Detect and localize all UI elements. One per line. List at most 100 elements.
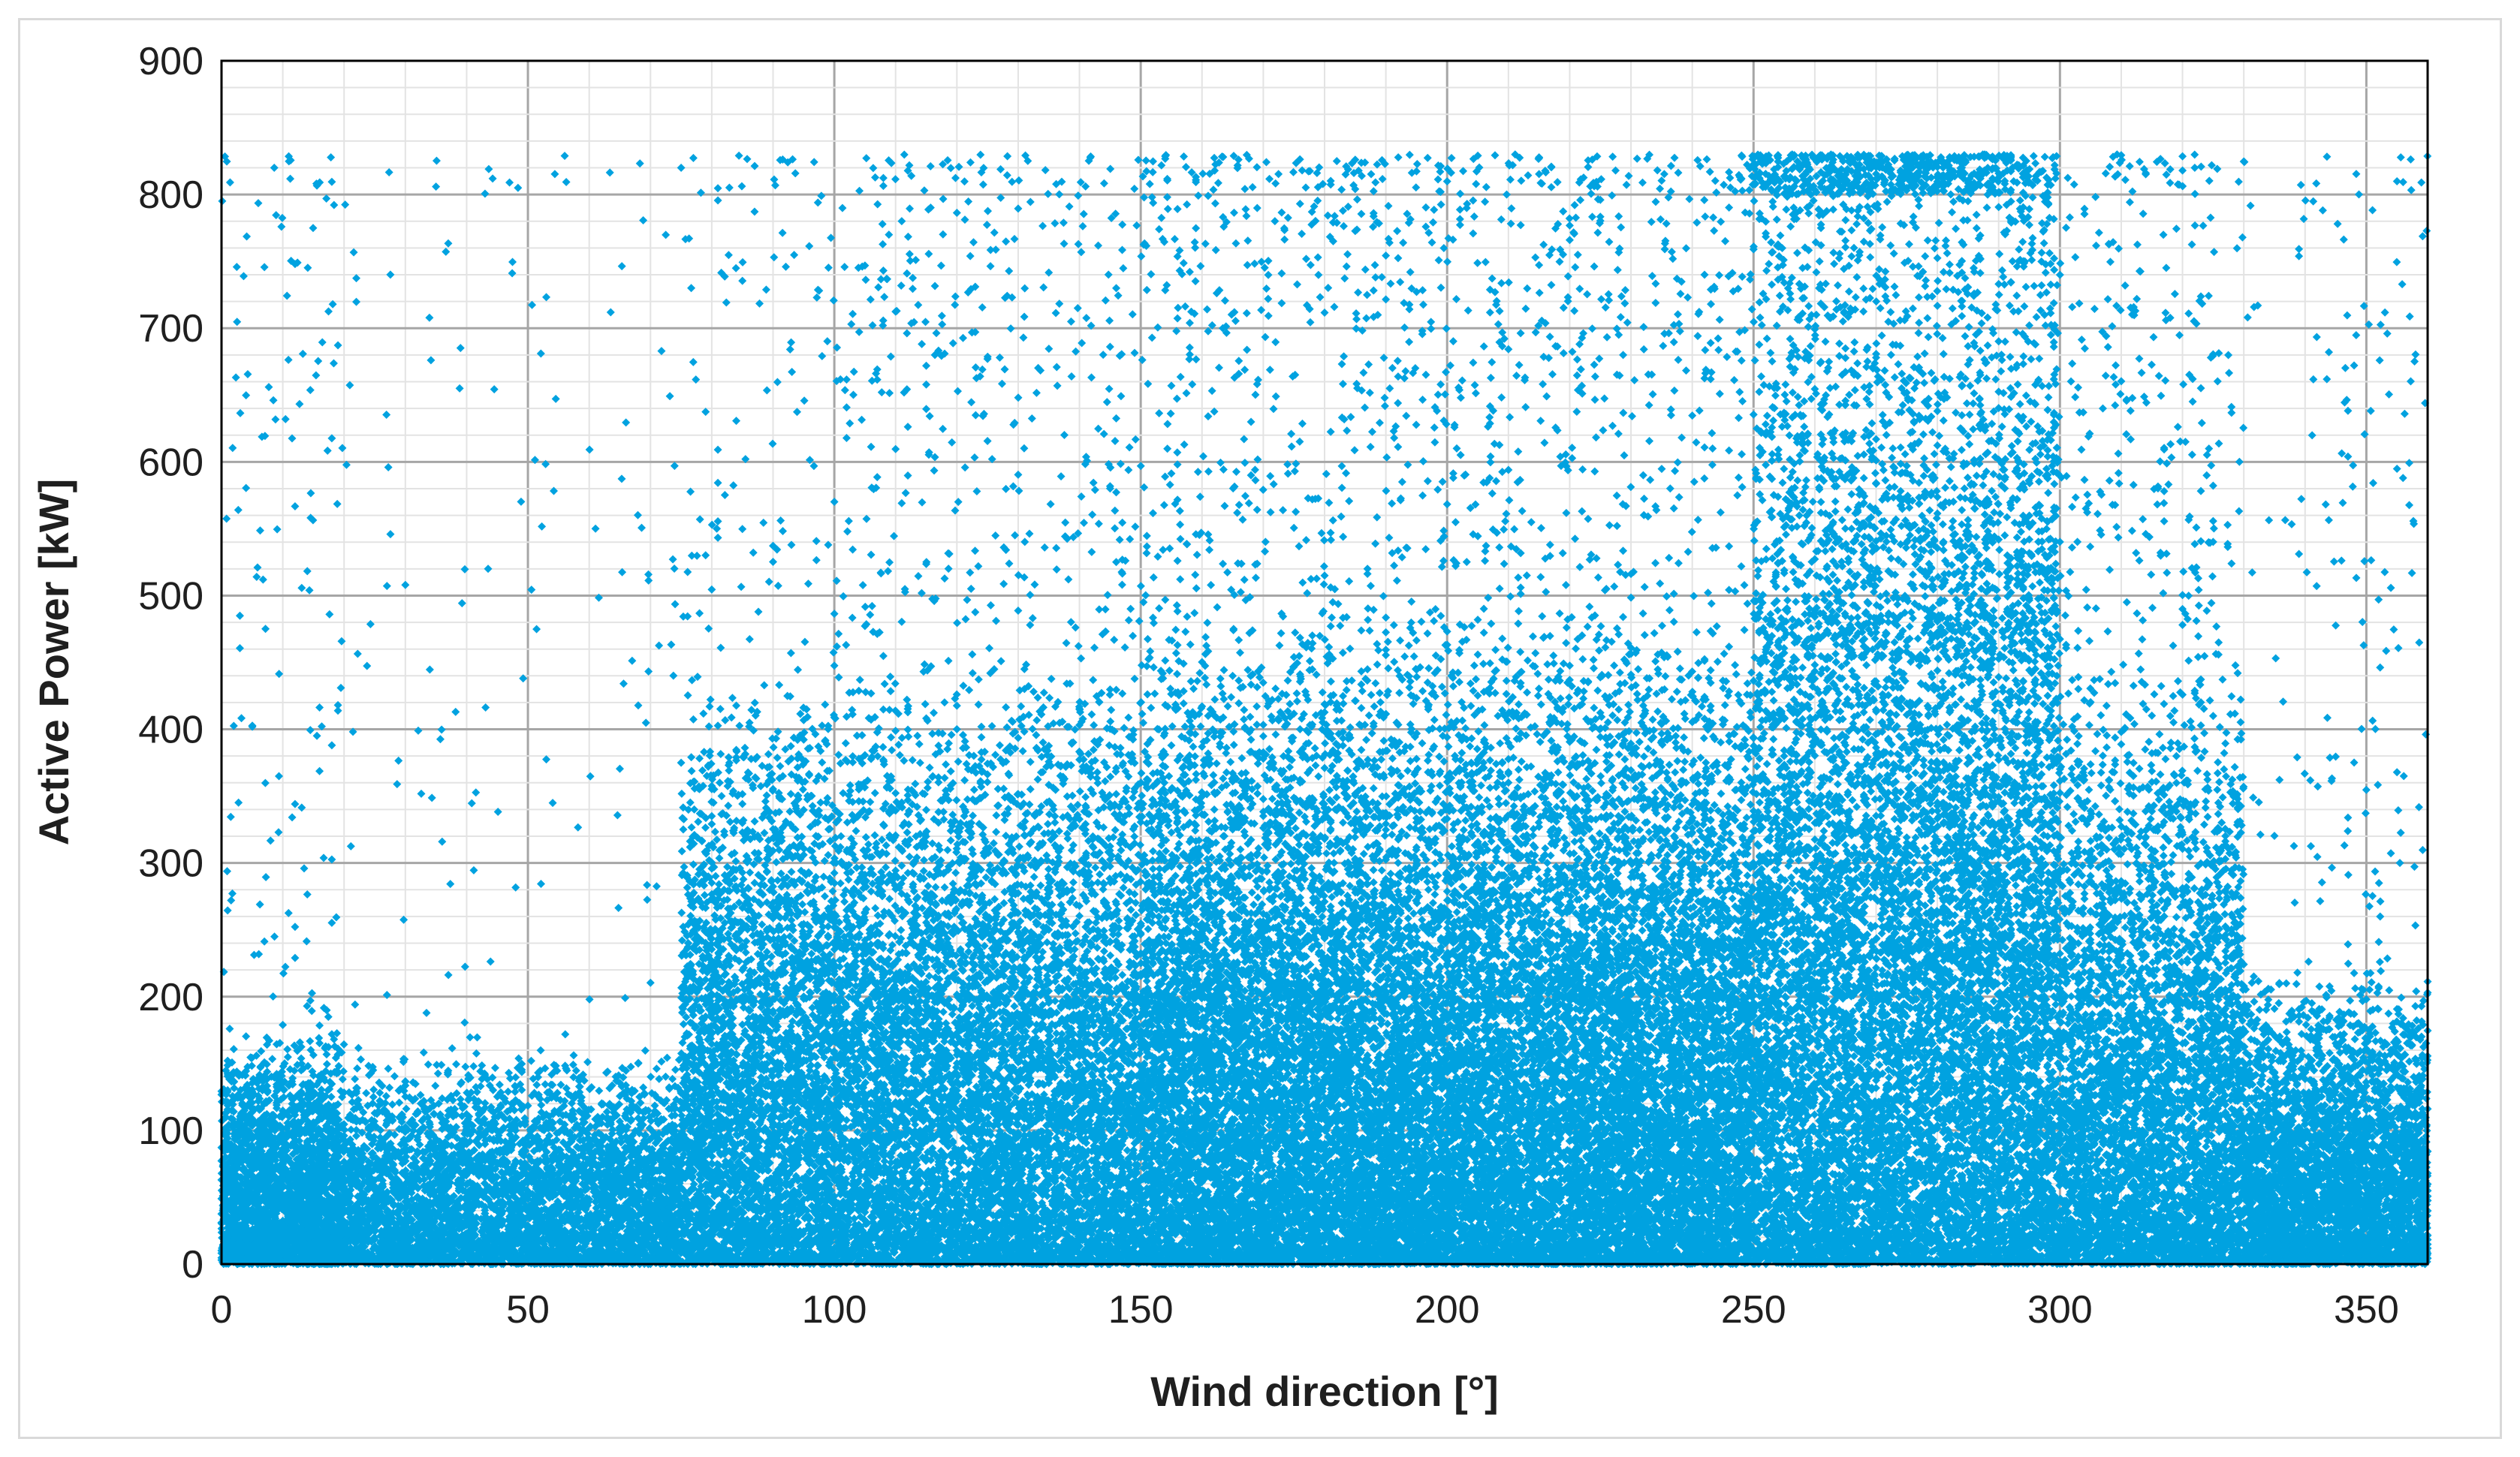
data-point: [1252, 703, 1261, 711]
data-point: [1189, 685, 1198, 693]
data-point: [2213, 786, 2221, 794]
data-point: [886, 673, 894, 681]
data-point: [751, 699, 759, 707]
data-point: [1505, 278, 1513, 287]
data-point: [1362, 314, 1370, 322]
data-point: [1271, 338, 1280, 346]
data-point: [1404, 914, 1412, 923]
data-point: [1934, 441, 1942, 450]
data-point: [738, 525, 746, 533]
data-point: [322, 1050, 330, 1058]
data-point: [1149, 847, 1157, 855]
data-point: [750, 879, 758, 887]
data-point: [2368, 892, 2377, 900]
data-point: [448, 1044, 457, 1052]
data-point: [862, 154, 870, 162]
data-point: [1296, 725, 1304, 733]
data-point: [1782, 585, 1790, 593]
data-point: [2090, 305, 2099, 313]
data-point: [514, 184, 522, 192]
data-point: [951, 507, 959, 515]
data-point: [505, 179, 514, 187]
data-point: [1605, 521, 1614, 529]
data-point: [628, 657, 636, 665]
data-point: [2316, 897, 2324, 905]
data-point: [1277, 269, 1286, 278]
data-point: [1291, 467, 1299, 475]
data-point: [1783, 596, 1792, 604]
data-point: [1714, 346, 1723, 354]
data-point: [315, 767, 324, 775]
data-point: [1259, 732, 1268, 740]
data-point: [647, 1073, 655, 1081]
data-point: [327, 153, 335, 161]
data-point: [1180, 441, 1189, 449]
data-point: [1821, 547, 1829, 555]
data-point: [1150, 663, 1158, 671]
data-point: [233, 263, 241, 271]
data-point: [2097, 769, 2106, 777]
data-point: [799, 785, 807, 793]
data-point: [1438, 563, 1446, 571]
data-point: [1942, 285, 1950, 294]
data-point: [2080, 476, 2088, 484]
data-point: [930, 466, 939, 474]
data-point: [1407, 598, 1415, 606]
data-point: [1593, 745, 1601, 754]
data-point: [1547, 183, 1555, 191]
data-point: [1983, 203, 1991, 212]
data-point: [1191, 570, 1199, 579]
data-point: [1443, 500, 1451, 508]
data-point: [2313, 582, 2321, 590]
data-point: [1444, 700, 1452, 709]
data-point: [1723, 353, 1731, 361]
data-point: [1053, 565, 1061, 573]
data-point: [1835, 352, 1843, 360]
data-point: [1413, 160, 1421, 168]
data-point: [1804, 209, 1813, 218]
data-point: [788, 368, 796, 376]
data-point: [1442, 324, 1451, 333]
data-point: [1515, 700, 1523, 709]
data-point: [812, 556, 821, 564]
data-point: [1181, 628, 1189, 636]
data-point: [2083, 491, 2091, 499]
data-point: [1387, 869, 1395, 878]
data-point: [2247, 201, 2255, 209]
data-point: [2147, 814, 2155, 823]
data-point: [770, 743, 778, 751]
data-point: [1321, 739, 1329, 748]
data-point: [2107, 668, 2115, 676]
data-point: [1898, 369, 1906, 378]
data-point: [1536, 573, 1545, 581]
data-point: [1186, 319, 1194, 327]
data-point: [1973, 471, 1981, 480]
data-point: [1537, 700, 1545, 709]
data-point: [1196, 262, 1204, 270]
data-point: [2412, 987, 2420, 995]
data-point: [1055, 190, 1063, 198]
data-point: [1357, 626, 1365, 634]
data-point: [619, 679, 628, 688]
data-point: [900, 151, 909, 159]
scatter-chart: 0 50 100 150 200 250 300 3500100200300400500600…: [20, 20, 2500, 1437]
data-point: [1461, 724, 1469, 733]
data-point: [1973, 224, 1981, 233]
data-point: [2148, 360, 2156, 369]
data-point: [1345, 497, 1353, 505]
data-point: [386, 530, 394, 538]
data-point: [879, 240, 887, 248]
data-point: [1860, 474, 1868, 482]
data-point: [2139, 515, 2147, 523]
data-point: [2172, 224, 2181, 233]
data-point: [2318, 878, 2326, 887]
data-point: [1287, 430, 1295, 438]
data-point: [2155, 372, 2163, 380]
data-point: [1030, 873, 1038, 881]
chart-frame: 0 50 100 150 200 250 300 350 0 100 200 300 400 500 600…: [18, 18, 2502, 1439]
data-point: [830, 297, 838, 305]
data-point: [2073, 537, 2081, 546]
data-point: [2387, 584, 2395, 592]
data-point: [906, 250, 914, 258]
data-point: [1888, 444, 1897, 453]
